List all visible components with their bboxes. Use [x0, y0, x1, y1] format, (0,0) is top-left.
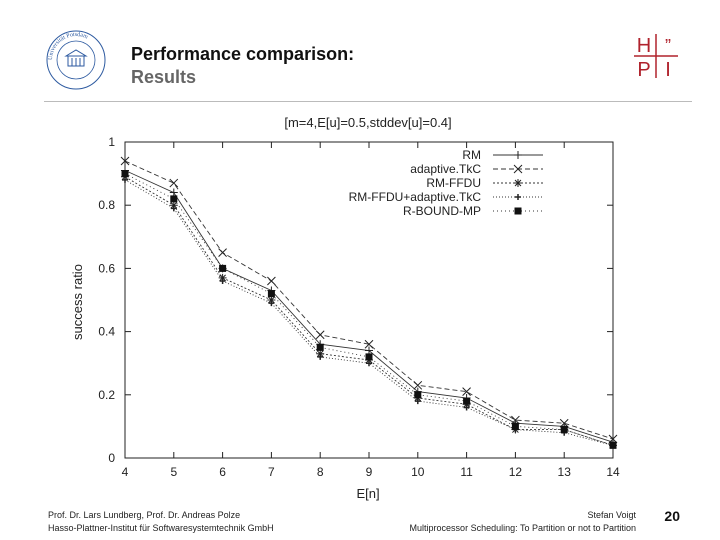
data-point — [365, 353, 373, 361]
data-point — [169, 201, 178, 210]
data-point — [364, 339, 374, 349]
x-tick-label: 4 — [122, 465, 129, 479]
x-tick-label: 9 — [366, 465, 373, 479]
data-point — [267, 276, 276, 286]
x-tick-label: 8 — [317, 465, 324, 479]
data-point — [219, 278, 226, 285]
footer-institute: Hasso-Plattner-Institut für Softwaresyst… — [48, 523, 274, 533]
data-point — [559, 418, 569, 428]
data-point — [463, 404, 470, 411]
data-point — [511, 422, 519, 430]
chart-title: [m=4,E[u]=0.5,stddev[u]=0.4] — [284, 115, 451, 130]
footer-right: Stefan Voigt Multiprocessor Scheduling: … — [410, 509, 636, 535]
legend-label: R-BOUND-MP — [403, 204, 481, 218]
legend-label: RM-FFDU — [426, 176, 481, 190]
data-point — [170, 205, 177, 212]
data-point — [169, 188, 178, 197]
x-tick-label: 11 — [460, 465, 473, 479]
legend-label: RM — [462, 148, 481, 162]
series-line — [124, 179, 614, 446]
logo-letter-h: H — [637, 35, 651, 57]
footer-presenter: Stefan Voigt — [587, 510, 636, 520]
data-point — [462, 387, 471, 396]
legend-label: RM-FFDU+adaptive.TkC — [349, 190, 482, 204]
data-point — [513, 164, 523, 174]
data-point — [514, 207, 522, 215]
data-point — [514, 151, 522, 159]
data-point — [316, 343, 324, 351]
data-point — [120, 156, 130, 166]
data-point — [268, 300, 275, 307]
data-point — [463, 397, 471, 405]
success-ratio-chart: [m=4,E[u]=0.5,stddev[u]=0.4] success rat… — [70, 115, 620, 501]
x-tick-label: 5 — [170, 465, 177, 479]
data-point — [122, 176, 128, 183]
page-number: 20 — [664, 508, 680, 524]
hpi-logo: H ” P I — [632, 32, 680, 80]
data-point — [413, 380, 423, 390]
y-axis-label: success ratio — [70, 264, 85, 340]
data-point — [218, 273, 227, 282]
data-point — [218, 248, 227, 257]
data-point — [609, 441, 617, 449]
y-tick-label: 0.8 — [98, 198, 115, 212]
footer-talk-title: Multiprocessor Scheduling: To Partition … — [409, 523, 636, 533]
data-point — [365, 346, 373, 355]
logo-quote: ” — [665, 36, 671, 56]
data-point — [317, 353, 324, 360]
x-tick-label: 14 — [606, 465, 620, 479]
y-tick-label: 1 — [108, 135, 115, 149]
slide-title: Performance comparison: — [131, 44, 355, 64]
y-tick-label: 0.4 — [98, 325, 115, 339]
data-point — [514, 179, 522, 187]
slide-subtitle: Results — [131, 67, 197, 87]
data-point — [560, 426, 568, 434]
series-line — [124, 176, 614, 446]
logo-letter-p: P — [637, 59, 650, 80]
data-point — [169, 178, 179, 188]
data-point — [267, 290, 275, 298]
data-point — [515, 194, 521, 200]
x-tick-label: 13 — [558, 465, 572, 479]
x-tick-label: 12 — [509, 465, 523, 479]
data-point — [414, 398, 421, 405]
series-line — [124, 173, 614, 446]
data-point — [511, 415, 520, 425]
footer-left: Prof. Dr. Lars Lundberg, Prof. Dr. Andre… — [48, 509, 274, 535]
logo-letter-i: I — [665, 59, 671, 80]
x-tick-label: 6 — [219, 465, 226, 479]
y-tick-label: 0.6 — [98, 261, 115, 275]
y-tick-label: 0.2 — [98, 388, 115, 402]
data-point — [219, 264, 227, 272]
data-point — [170, 195, 178, 203]
data-point — [316, 349, 325, 358]
header-divider — [44, 101, 692, 102]
data-point — [608, 434, 618, 444]
x-tick-label: 7 — [268, 465, 275, 479]
data-point — [414, 391, 422, 399]
footer-authors: Prof. Dr. Lars Lundberg, Prof. Dr. Andre… — [48, 510, 241, 520]
data-point — [315, 330, 325, 340]
data-point — [121, 170, 129, 178]
y-tick-label: 0 — [108, 451, 115, 465]
legend-label: adaptive.TkC — [410, 162, 481, 176]
x-axis-label: E[n] — [356, 486, 379, 501]
university-seal: Universität Potsdam — [46, 30, 106, 90]
data-point — [366, 360, 372, 367]
x-tick-label: 10 — [411, 465, 425, 479]
data-point — [267, 296, 276, 304]
series-line — [124, 169, 614, 443]
